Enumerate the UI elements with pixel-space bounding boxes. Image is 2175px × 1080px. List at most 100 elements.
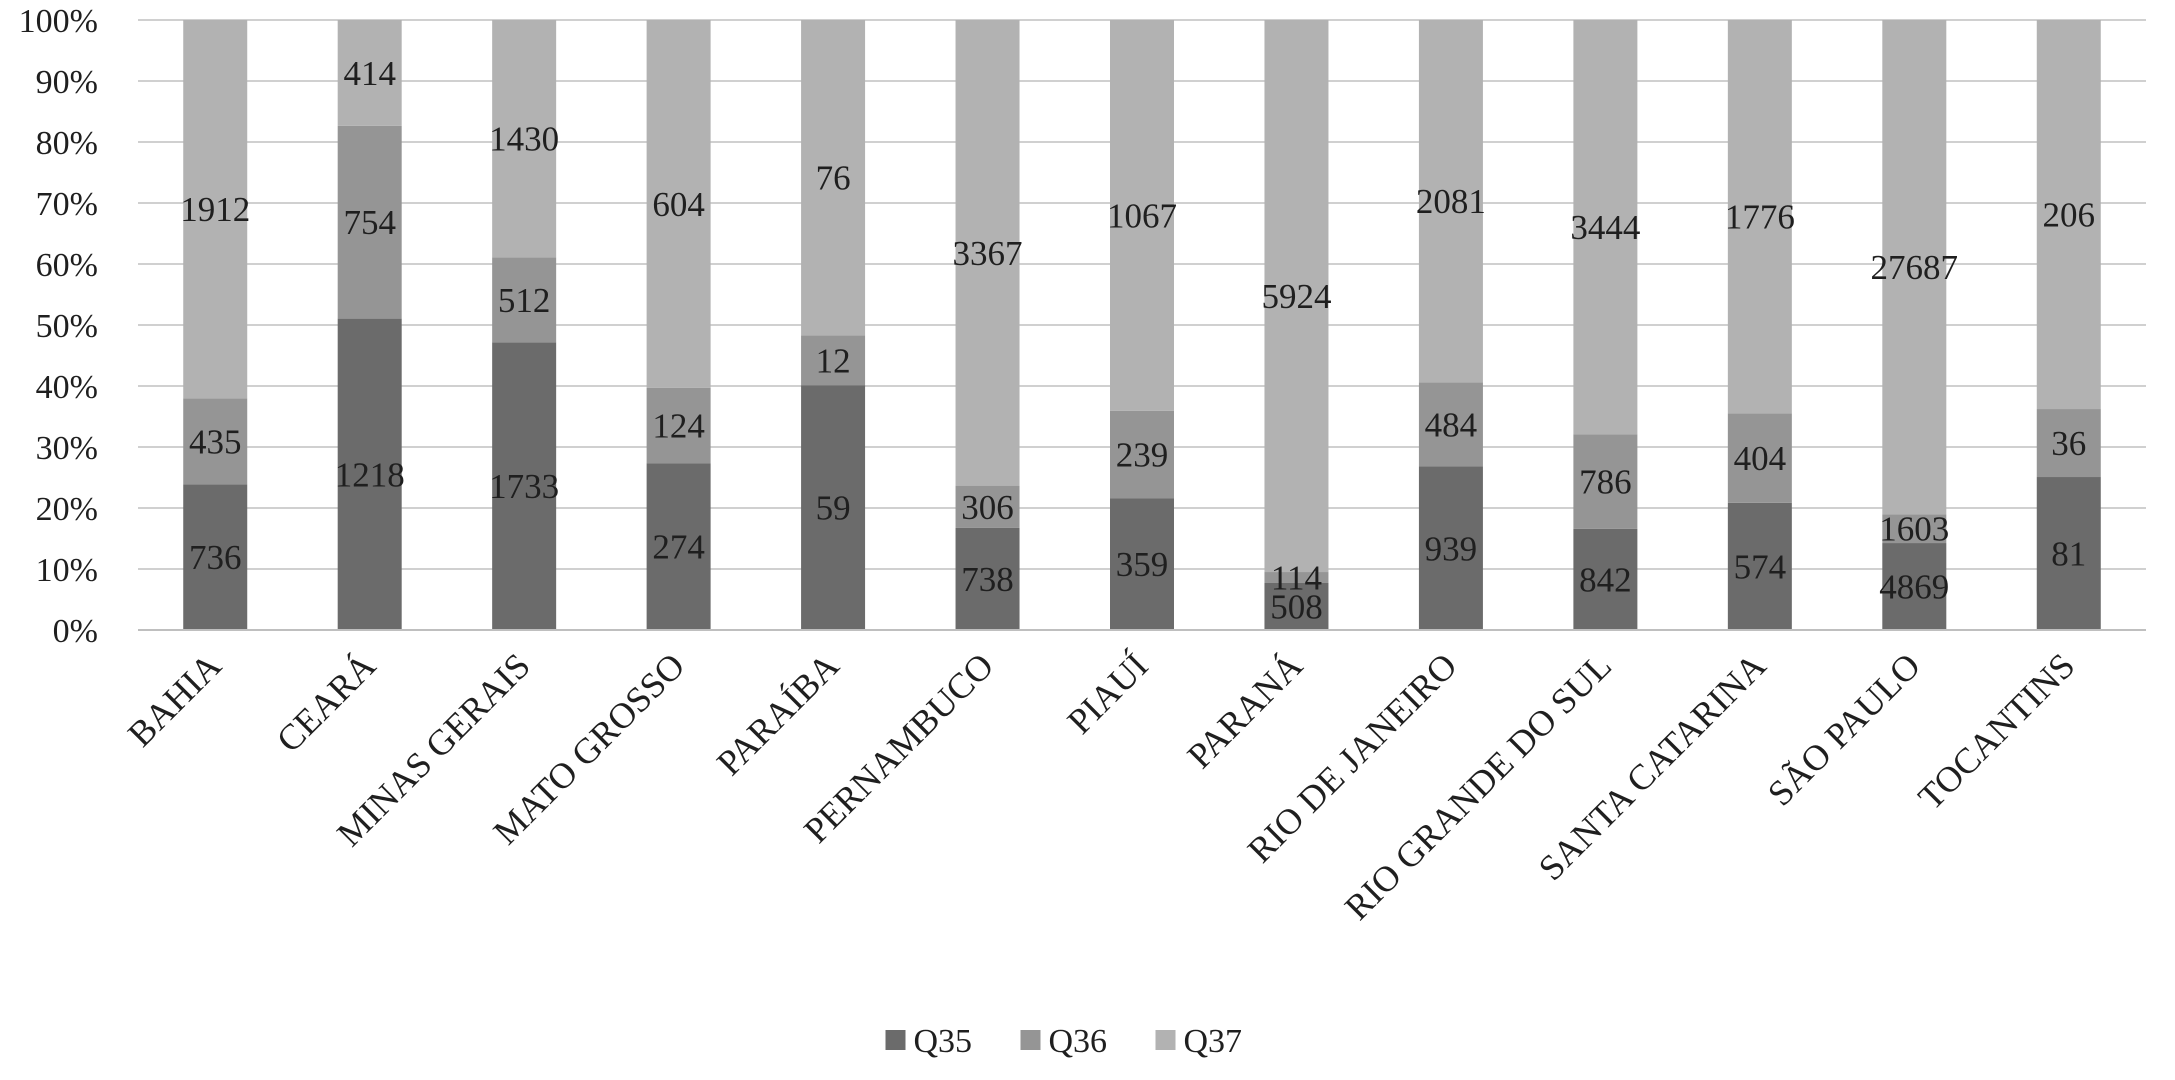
- y-axis-tick-labels: 0% 10% 20% 30% 40% 50% 60% 70% 80% 90% 100%: [19, 3, 98, 650]
- data-label: 435: [189, 422, 242, 461]
- y-tick-label: 50%: [36, 308, 98, 345]
- bar-segment-q35: [801, 385, 866, 630]
- data-label: 1218: [335, 455, 405, 494]
- bar-segment-q37: [1418, 20, 1483, 383]
- bar-segment-q35: [1573, 528, 1638, 630]
- bar-segment-q36: [1418, 382, 1483, 467]
- data-label: 359: [1116, 545, 1169, 584]
- bar-segment-q37: [955, 20, 1020, 486]
- y-tick-label: 80%: [36, 125, 98, 162]
- data-label: 786: [1579, 462, 1632, 501]
- data-label: 404: [1734, 439, 1787, 478]
- data-label: 1603: [1879, 510, 1949, 549]
- legend-label: Q36: [1049, 1023, 1108, 1060]
- legend-label: Q35: [914, 1023, 973, 1060]
- data-label: 574: [1734, 547, 1787, 586]
- data-label: 2081: [1416, 182, 1486, 221]
- bar-segment-q36: [1727, 413, 1792, 503]
- legend-item-q35: Q35: [885, 1023, 973, 1060]
- x-tick-label: SÃO PAULO: [1760, 645, 1928, 813]
- data-label: 274: [652, 528, 705, 567]
- y-tick-label: 30%: [36, 430, 98, 467]
- x-tick-label: PIAUÍ: [1059, 645, 1155, 741]
- legend-swatch: [1020, 1030, 1041, 1050]
- data-label: 484: [1425, 405, 1478, 444]
- data-label: 27687: [1871, 248, 1959, 287]
- data-label: 3367: [953, 234, 1023, 273]
- bar-segment-q36: [337, 125, 402, 319]
- bar-segment-q37: [2036, 20, 2101, 410]
- data-label: 81: [2051, 535, 2086, 574]
- data-label: 59: [816, 489, 851, 528]
- data-label: 512: [498, 281, 551, 320]
- legend-item-q36: Q36: [1020, 1023, 1108, 1060]
- data-label: 1912: [180, 190, 250, 229]
- data-label: 754: [343, 203, 396, 242]
- bar-segment-q35: [955, 527, 1020, 630]
- bar-segment-q37: [1727, 20, 1792, 414]
- data-label: 1776: [1725, 198, 1795, 237]
- data-label: 414: [343, 54, 396, 93]
- bar-segment-q37: [646, 20, 711, 388]
- data-label: 5924: [1261, 277, 1331, 316]
- data-label: 206: [2043, 196, 2096, 235]
- bar-segment-q36: [1882, 514, 1947, 544]
- data-label: 508: [1270, 587, 1323, 626]
- bar-segment-q36: [2036, 409, 2101, 478]
- x-tick-label: TOCANTINS: [1910, 645, 2082, 817]
- bar-segment-q37: [183, 20, 248, 399]
- bar-segment-q37: [337, 20, 402, 126]
- data-label: 239: [1116, 436, 1169, 475]
- data-label: 12: [816, 341, 851, 380]
- x-tick-label: CEARÁ: [269, 645, 384, 760]
- bar-segment-q35: [183, 484, 248, 630]
- bar-segment-q36: [183, 398, 248, 485]
- bar-segment-q35: [646, 463, 711, 630]
- bar-segment-q36: [1573, 434, 1638, 529]
- data-label: 736: [189, 538, 242, 577]
- bar-segment-q35: [337, 318, 402, 630]
- bar-segment-q36: [492, 257, 557, 343]
- y-tick-label: 100%: [19, 3, 98, 40]
- data-label: 604: [652, 185, 705, 224]
- bars: [183, 20, 2101, 630]
- legend-swatch: [1155, 1030, 1176, 1050]
- bar-segment-q35: [1418, 466, 1483, 630]
- bar-segment-q37: [801, 20, 866, 336]
- data-label: 3444: [1570, 208, 1640, 247]
- legend-label: Q37: [1184, 1023, 1243, 1060]
- x-tick-label: BAHIA: [120, 645, 229, 754]
- bar-segment-q35: [492, 342, 557, 630]
- data-label: 76: [816, 159, 851, 198]
- data-labels: 736 435 1912 1218 754 414 1733 512 1430 274 124 604…: [180, 54, 2095, 626]
- bar-segment-q37: [1882, 20, 1947, 515]
- y-tick-label: 10%: [36, 552, 98, 589]
- legend-item-q37: Q37: [1155, 1023, 1243, 1060]
- bar-segment-q35: [1264, 582, 1329, 630]
- data-label: 1430: [489, 120, 559, 159]
- bar-segment-q36: [801, 335, 866, 386]
- bar-segment-q37: [1110, 20, 1174, 411]
- y-tick-label: 60%: [36, 247, 98, 284]
- y-tick-label: 90%: [36, 64, 98, 101]
- data-label: 36: [2051, 424, 2086, 463]
- data-label: 4869: [1879, 568, 1949, 607]
- bar-segment-q35: [2036, 477, 2101, 630]
- bar-segment-q36: [646, 387, 711, 464]
- y-tick-label: 70%: [36, 186, 98, 223]
- data-label: 842: [1579, 560, 1632, 599]
- bar-segment-q37: [1264, 20, 1329, 573]
- data-label: 1067: [1107, 196, 1177, 235]
- bar-segment-q37: [492, 20, 557, 258]
- legend: Q35 Q36 Q37: [885, 1023, 1243, 1060]
- data-label: 124: [652, 406, 705, 445]
- legend-swatch: [885, 1030, 906, 1050]
- data-label: 306: [961, 488, 1014, 527]
- data-label: 738: [961, 560, 1014, 599]
- y-tick-label: 40%: [36, 369, 98, 406]
- x-tick-label: PARAÍBA: [709, 645, 847, 783]
- data-label: 939: [1425, 529, 1478, 568]
